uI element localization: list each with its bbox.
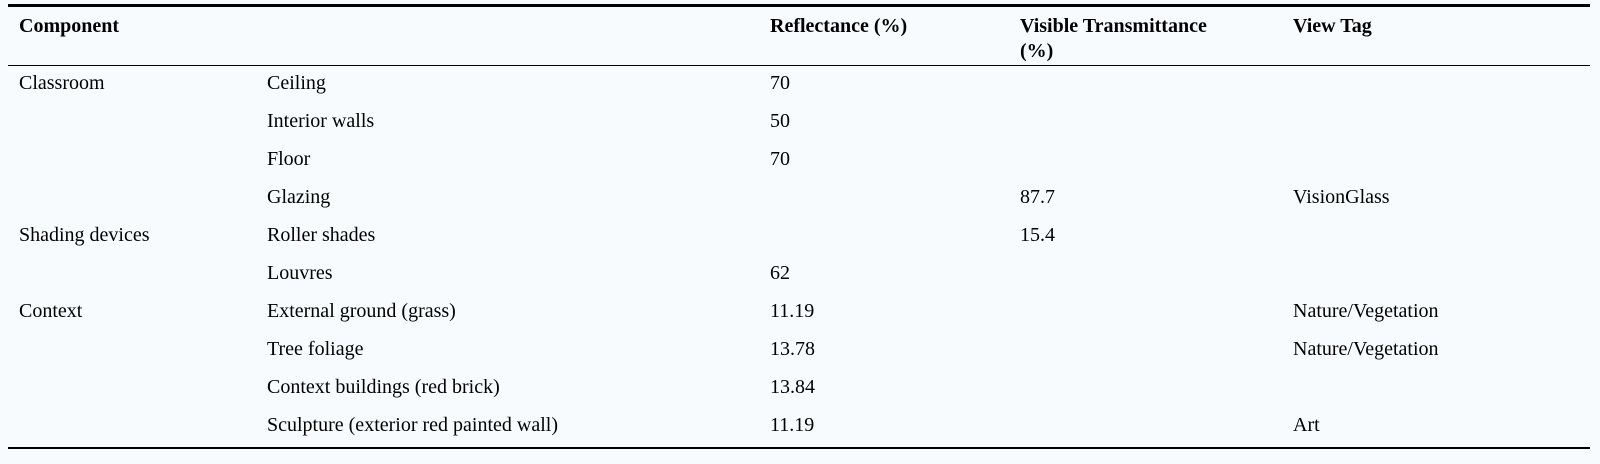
cell-component: Context <box>19 300 83 322</box>
cell-transmittance: 87.7 <box>1020 186 1055 208</box>
table-body: Classroom Ceiling 70 Interior walls 50 F… <box>8 66 1590 447</box>
cell-subcomponent: Interior walls <box>267 110 375 132</box>
cell-component: Shading devices <box>19 224 150 246</box>
cell-subcomponent: Sculpture (exterior red painted wall) <box>267 414 558 436</box>
header-reflectance: Reflectance (%) <box>770 15 908 37</box>
cell-component: Classroom <box>19 72 105 94</box>
cell-subcomponent: Floor <box>267 148 311 170</box>
cell-view-tag: VisionGlass <box>1293 186 1390 208</box>
cell-subcomponent: Glazing <box>267 186 331 208</box>
table-row: Classroom Ceiling 70 <box>8 67 1590 105</box>
properties-table: Component Reflectance (%) Visible Transm… <box>8 4 1590 449</box>
table-bottom-rule <box>8 447 1590 449</box>
cell-subcomponent: External ground (grass) <box>267 300 456 322</box>
cell-reflectance: 70 <box>770 148 790 170</box>
cell-subcomponent: Ceiling <box>267 72 326 94</box>
cell-reflectance: 62 <box>770 262 790 284</box>
cell-reflectance: 70 <box>770 72 790 94</box>
header-visible-transmittance: Visible Transmittance (%) <box>1020 15 1207 62</box>
table-row: Louvres 62 <box>8 257 1590 295</box>
table-row: Context buildings (red brick) 13.84 <box>8 371 1590 409</box>
cell-subcomponent: Context buildings (red brick) <box>267 376 500 398</box>
header-component: Component <box>19 15 120 37</box>
cell-transmittance: 15.4 <box>1020 224 1055 246</box>
cell-view-tag: Nature/Vegetation <box>1293 300 1439 322</box>
cell-subcomponent: Tree foliage <box>267 338 364 360</box>
cell-reflectance: 13.78 <box>770 338 815 360</box>
table-row: Sculpture (exterior red painted wall) 11… <box>8 409 1590 447</box>
table-row: Floor 70 <box>8 143 1590 181</box>
table-row: Glazing 87.7 VisionGlass <box>8 181 1590 219</box>
cell-reflectance: 50 <box>770 110 790 132</box>
header-view-tag: View Tag <box>1293 15 1372 37</box>
table-row: Context External ground (grass) 11.19 Na… <box>8 295 1590 333</box>
cell-reflectance: 11.19 <box>770 300 815 322</box>
table-row: Tree foliage 13.78 Nature/Vegetation <box>8 333 1590 371</box>
table-row: Interior walls 50 <box>8 105 1590 143</box>
cell-view-tag: Nature/Vegetation <box>1293 338 1439 360</box>
cell-reflectance: 11.19 <box>770 414 815 436</box>
table-row: Shading devices Roller shades 15.4 <box>8 219 1590 257</box>
cell-reflectance: 13.84 <box>770 376 815 398</box>
cell-subcomponent: Louvres <box>267 262 333 284</box>
table-header-row: Component Reflectance (%) Visible Transm… <box>8 7 1590 65</box>
cell-view-tag: Art <box>1293 414 1320 436</box>
table-top-rule <box>8 4 1590 7</box>
cell-subcomponent: Roller shades <box>267 224 376 246</box>
table-header-rule <box>8 65 1590 66</box>
